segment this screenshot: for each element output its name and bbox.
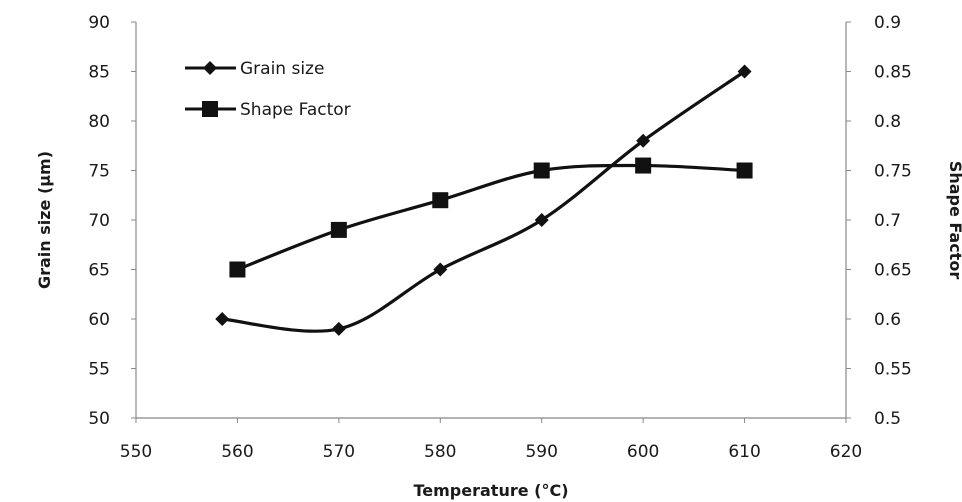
shape-factor-point bbox=[229, 261, 246, 278]
shape-factor-point bbox=[635, 157, 652, 174]
x-tick-label: 560 bbox=[221, 442, 253, 462]
legend-label: Shape Factor bbox=[240, 100, 351, 120]
y2-tick-label: 0.6 bbox=[874, 310, 901, 330]
shape-factor-point bbox=[432, 192, 449, 209]
legend: Grain size Shape Factor bbox=[185, 59, 351, 120]
x-tick-label: 550 bbox=[120, 442, 152, 462]
legend-item-grain-size: Grain size bbox=[185, 59, 324, 79]
x-tick-label: 600 bbox=[627, 442, 659, 462]
x-tick-label: 610 bbox=[728, 442, 760, 462]
legend-item-shape-factor: Shape Factor bbox=[185, 100, 351, 120]
x-tick-label: 580 bbox=[424, 442, 456, 462]
x-tick-label: 620 bbox=[830, 442, 862, 462]
shape-factor-point bbox=[533, 162, 550, 179]
grain-size-point bbox=[737, 64, 752, 79]
y2-tick-label: 0.85 bbox=[874, 63, 912, 83]
grain-size-line bbox=[222, 70, 746, 333]
grain-size-point bbox=[534, 213, 549, 227]
grain-size-point bbox=[636, 133, 651, 148]
series-shape-factor bbox=[229, 157, 753, 278]
y2-tick-label: 0.75 bbox=[874, 162, 912, 182]
y2-tick-label: 0.55 bbox=[874, 360, 912, 380]
y-tick-label: 70 bbox=[88, 211, 110, 231]
legend-marker bbox=[202, 101, 218, 117]
shape-factor-point bbox=[736, 162, 753, 179]
grain-size-point bbox=[433, 262, 448, 277]
shape-factor-line bbox=[236, 163, 745, 271]
y2-axis-title: Shape Factor bbox=[946, 161, 962, 280]
y-tick-label: 75 bbox=[88, 162, 110, 182]
y-axis-title: Grain size (µm) bbox=[35, 151, 54, 289]
legend-label: Grain size bbox=[240, 59, 324, 79]
y-tick-label: 85 bbox=[88, 63, 110, 83]
grain-size-point bbox=[331, 321, 346, 336]
x-tick-label: 590 bbox=[525, 442, 557, 462]
y-tick-label: 50 bbox=[88, 409, 110, 429]
grain-size-point bbox=[215, 312, 230, 326]
y-tick-label: 65 bbox=[88, 261, 110, 281]
y2-tick-label: 0.8 bbox=[874, 112, 901, 132]
series-grain-size bbox=[215, 64, 752, 336]
series-layer bbox=[215, 64, 753, 336]
y2-tick-label: 0.5 bbox=[874, 409, 901, 429]
y-tick-label: 90 bbox=[88, 13, 110, 33]
y2-tick-label: 0.9 bbox=[874, 13, 901, 33]
y-tick-label: 55 bbox=[88, 360, 110, 380]
y2-tick-label: 0.65 bbox=[874, 261, 912, 281]
y-tick-label: 80 bbox=[88, 112, 110, 132]
x-axis-title: Temperature (°C) bbox=[413, 481, 568, 500]
x-tick-label: 570 bbox=[323, 442, 355, 462]
y-tick-label: 60 bbox=[88, 310, 110, 330]
axes: 550 560 570 580 590 600 610 620 50 55 60 65 70 75 80 85… bbox=[88, 13, 912, 462]
shape-factor-point bbox=[330, 221, 347, 238]
y2-tick-label: 0.7 bbox=[874, 211, 901, 231]
legend-marker bbox=[203, 61, 217, 75]
